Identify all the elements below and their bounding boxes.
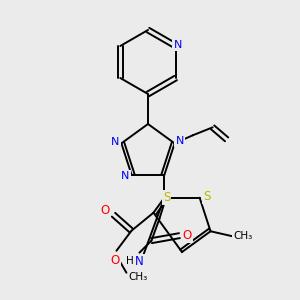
Text: N: N [111,137,120,147]
Text: O: O [111,254,120,267]
Text: S: S [203,190,210,203]
Text: CH₃: CH₃ [233,231,252,241]
Text: S: S [163,191,170,204]
Text: O: O [183,229,192,242]
Text: O: O [101,204,110,217]
Text: N: N [122,171,130,181]
Text: H: H [126,256,133,266]
Text: N: N [173,40,182,50]
Text: CH₃: CH₃ [129,272,148,282]
Text: N: N [135,255,144,268]
Text: N: N [176,136,184,146]
